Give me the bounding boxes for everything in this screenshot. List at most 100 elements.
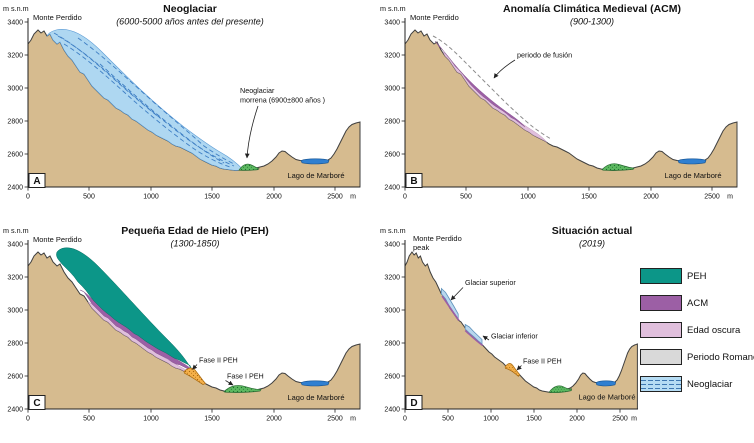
- lake-marbore: [300, 158, 330, 165]
- x-unit-label: m: [631, 416, 637, 423]
- x-tick-label: 0: [403, 194, 407, 201]
- panel-title: Pequeña Edad de Hielo (PEH): [121, 225, 269, 237]
- axes: [24, 18, 360, 191]
- y-tick-label: 2400: [384, 184, 400, 191]
- y-tick-label: 3000: [7, 307, 23, 314]
- legend-label-periodo-romano: Periodo Romano: [687, 351, 754, 363]
- legend-item-acm: ACM: [640, 295, 754, 311]
- panel-title: Anomalía Climática Medieval (ACM): [503, 3, 681, 15]
- legend-item-edad-oscura: Edad oscura: [640, 322, 754, 338]
- fase1-deposit: [223, 385, 262, 393]
- panel-subtitle: (6000-5000 años antes del presente): [116, 17, 264, 27]
- panel-title: Neoglaciar: [163, 3, 217, 15]
- panel-letter-box: [405, 395, 423, 410]
- lower-glacier-note: Glaciar inferior: [491, 332, 538, 341]
- lower-glacier-arrow: [482, 335, 490, 341]
- x-tick-label: 2500: [612, 416, 628, 423]
- morrena-mound: [601, 163, 635, 171]
- lake-label: Lago de Marboré: [287, 393, 344, 402]
- panel-c-plot: 3400 3200 3000 2800 2600 2400 0 500 1000…: [3, 225, 361, 423]
- x-tick-label: 0: [26, 416, 30, 423]
- y-tick-label: 3000: [384, 85, 400, 92]
- peak-label-line1: Monte Perdido: [413, 234, 462, 243]
- lower-glacier-acm-edge: [465, 331, 483, 346]
- upper-glacier-arrow: [450, 287, 464, 301]
- legend-label-acm: ACM: [687, 297, 709, 309]
- x-tick-label: 500: [83, 416, 95, 423]
- x-tick-label: 0: [26, 194, 30, 201]
- peh-glacier: [56, 247, 194, 373]
- panel-subtitle: (2019): [579, 239, 605, 249]
- panel-letter-box: [28, 395, 46, 410]
- y-tick-label: 3200: [7, 52, 23, 59]
- fase2-deposit: [183, 367, 207, 386]
- legend-item-periodo-romano: Periodo Romano: [640, 349, 754, 365]
- panel-letter-box: [405, 173, 423, 188]
- legend-item-neoglaciar: Neoglaciar: [640, 376, 754, 392]
- y-tick-label: 3000: [384, 307, 400, 314]
- panel-b-plot: 3400 3200 3000 2800 2600 2400 0 500 1000…: [380, 3, 738, 201]
- acm-band: [434, 40, 526, 128]
- legend-swatch-edad-oscura: [640, 322, 682, 338]
- fusion-note: periodo de fusión: [517, 51, 572, 60]
- y-tick-label: 2400: [7, 406, 23, 413]
- x-tick-label: 2000: [266, 194, 282, 201]
- fase2-arrow: [192, 364, 198, 370]
- x-tick-label: 2500: [327, 416, 343, 423]
- panel-letter: D: [410, 398, 417, 409]
- x-unit-label: m: [727, 194, 733, 201]
- x-tick-label: 2500: [327, 194, 343, 201]
- lake-label: Lago de Marboré: [287, 171, 344, 180]
- fase1-note: Fase I PEH: [227, 372, 264, 381]
- morrena-mound: [549, 386, 571, 393]
- lake-label: Lago de Marboré: [578, 393, 635, 402]
- y-tick-label: 2800: [7, 340, 23, 347]
- x-tick-label: 1500: [204, 194, 220, 201]
- upper-glacier-note: Glaciar superior: [465, 278, 516, 287]
- panel-d-plot: 3400 3200 3000 2800 2600 2400 0 500 1000…: [380, 225, 638, 423]
- y-tick-label: 3200: [384, 52, 400, 59]
- x-tick-label: 1000: [143, 194, 159, 201]
- panel-letter-box: [28, 173, 46, 188]
- morrena-note-line1: Neoglaciar: [240, 86, 275, 95]
- lake-marbore: [596, 381, 616, 386]
- morrena-mound: [238, 163, 260, 171]
- legend-swatch-acm: [640, 295, 682, 311]
- x-tick-label: 0: [403, 416, 407, 423]
- y-tick-label: 3200: [7, 274, 23, 281]
- panel-peh: 3400 3200 3000 2800 2600 2400 0 500 1000…: [0, 222, 377, 443]
- y-tick-label: 3400: [7, 241, 23, 248]
- x-tick-label: 2000: [569, 416, 585, 423]
- y-tick-label: 2600: [384, 373, 400, 380]
- x-tick-label: 1000: [520, 194, 536, 201]
- fase2-note: Fase II PEH: [199, 356, 238, 365]
- neoglaciar-glacier: [46, 29, 244, 171]
- legend-item-peh: PEH: [640, 268, 754, 284]
- legend-label-peh: PEH: [687, 270, 707, 282]
- peak-label: Monte Perdido: [33, 13, 82, 22]
- peak-label: Monte Perdido: [410, 13, 459, 22]
- peak-label: Monte Perdido: [33, 235, 82, 244]
- fusion-note-arrow: [493, 59, 516, 79]
- glacier-flow-lines: [53, 32, 235, 168]
- fase2-arrow: [516, 365, 522, 371]
- y-tick-label: 3400: [7, 19, 23, 26]
- y-axis-label: m s.n.m: [3, 226, 29, 235]
- y-tick-label: 2600: [7, 373, 23, 380]
- y-tick-label: 2400: [384, 406, 400, 413]
- x-unit-label: m: [350, 194, 356, 201]
- panel-title: Situación actual: [552, 225, 633, 237]
- axes: [24, 240, 360, 413]
- y-axis-label: m s.n.m: [380, 4, 406, 13]
- panel-a-plot: 3400 3200 3000 2800 2600 2400 0 500 1000…: [3, 3, 361, 201]
- legend: PEH ACM Edad oscura Periodo Romano Neogl…: [640, 268, 754, 392]
- fase1-arrow: [225, 380, 234, 386]
- legend-label-neoglaciar: Neoglaciar: [687, 378, 733, 390]
- x-tick-label: 500: [83, 194, 95, 201]
- fusion-period-outline: [432, 35, 552, 140]
- axes: [401, 18, 737, 191]
- lake-marbore: [677, 158, 707, 165]
- y-tick-label: 3200: [384, 274, 400, 281]
- morrena-arrow: [244, 105, 259, 159]
- x-tick-label: 2000: [643, 194, 659, 201]
